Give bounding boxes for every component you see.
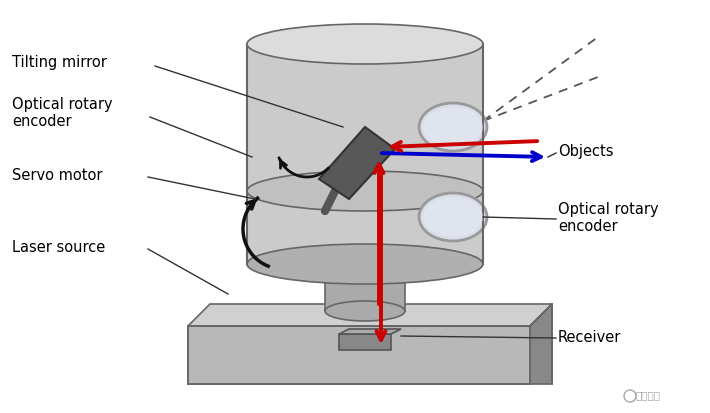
- Polygon shape: [319, 128, 395, 199]
- Text: Objects: Objects: [558, 144, 613, 159]
- Text: Tilting mirror: Tilting mirror: [12, 55, 107, 69]
- Ellipse shape: [419, 194, 487, 242]
- Ellipse shape: [325, 301, 405, 321]
- Ellipse shape: [247, 25, 483, 65]
- Polygon shape: [339, 334, 391, 350]
- Ellipse shape: [423, 108, 483, 147]
- Text: Receiver: Receiver: [558, 330, 621, 345]
- Text: 九章智驾: 九章智驾: [635, 389, 660, 399]
- Polygon shape: [188, 304, 552, 326]
- Ellipse shape: [247, 244, 483, 284]
- Polygon shape: [325, 261, 405, 311]
- Text: Optical rotary
encoder: Optical rotary encoder: [12, 97, 113, 129]
- Text: Optical rotary
encoder: Optical rotary encoder: [558, 201, 659, 234]
- Polygon shape: [530, 304, 552, 384]
- Text: Laser source: Laser source: [12, 240, 105, 255]
- Ellipse shape: [423, 197, 483, 237]
- Polygon shape: [339, 329, 401, 334]
- Polygon shape: [188, 326, 530, 384]
- Text: Servo motor: Servo motor: [12, 168, 102, 183]
- Polygon shape: [247, 45, 483, 264]
- Ellipse shape: [247, 171, 483, 211]
- Ellipse shape: [419, 104, 487, 152]
- Ellipse shape: [325, 252, 405, 271]
